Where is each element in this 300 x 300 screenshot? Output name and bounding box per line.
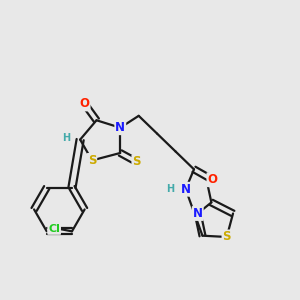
- Text: H: H: [62, 133, 70, 143]
- Text: O: O: [207, 173, 218, 186]
- Text: S: S: [88, 154, 96, 167]
- Text: N: N: [181, 183, 191, 196]
- Text: Cl: Cl: [48, 224, 60, 234]
- Text: N: N: [193, 207, 203, 220]
- Text: S: S: [223, 230, 231, 244]
- Text: H: H: [166, 184, 174, 194]
- Text: O: O: [80, 98, 90, 110]
- Text: N: N: [115, 121, 125, 134]
- Text: S: S: [132, 155, 141, 168]
